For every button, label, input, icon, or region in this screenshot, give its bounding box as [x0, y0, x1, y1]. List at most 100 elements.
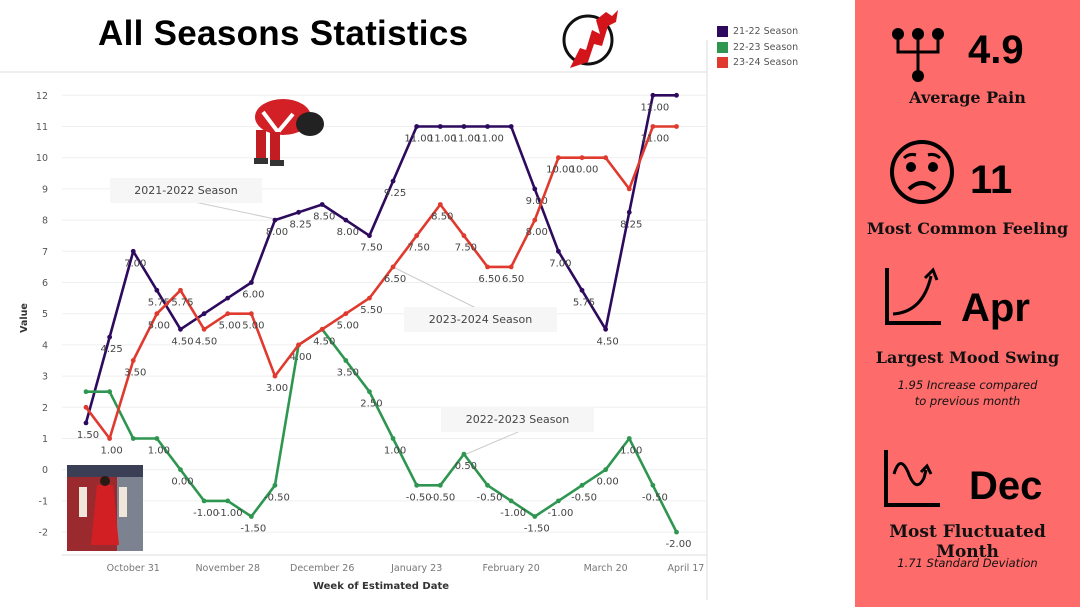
- legend-item[interactable]: 22-23 Season: [717, 40, 798, 56]
- annotation-leader-2324: [392, 266, 481, 311]
- data-label: 3.50: [124, 368, 146, 379]
- devils-logo: [562, 10, 618, 68]
- y-tick-label: 3: [42, 372, 48, 383]
- data-point: [390, 264, 396, 270]
- y-tick-label: 5: [42, 309, 48, 320]
- data-point: [343, 358, 349, 363]
- data-point: [437, 482, 443, 488]
- data-point: [178, 287, 183, 293]
- data-point: [508, 498, 514, 504]
- legend-item[interactable]: 21-22 Season: [717, 24, 798, 40]
- data-label: 7.00: [124, 258, 146, 269]
- data-label: 1.00: [148, 446, 170, 457]
- data-label: 5.50: [360, 305, 382, 316]
- legend-swatch: [717, 26, 728, 38]
- data-point: [107, 436, 113, 441]
- data-point: [603, 326, 609, 332]
- annotation-2023-2024: 2023-2024 Season: [404, 307, 557, 332]
- y-tick-label: 10: [36, 153, 48, 164]
- data-point: [107, 389, 113, 395]
- data-label: 2.50: [360, 399, 382, 410]
- x-tick-label: November 28: [195, 563, 260, 574]
- data-point: [390, 436, 396, 441]
- data-point: [508, 124, 514, 129]
- data-label: 4.50: [171, 336, 193, 347]
- feeling-label: Most Common Feeling: [866, 219, 1069, 238]
- data-label: -2.00: [666, 539, 692, 550]
- data-label: 11.00: [452, 134, 481, 145]
- data-label: 5.00: [148, 321, 170, 332]
- data-point: [390, 178, 396, 184]
- y-axis-title: Value: [19, 303, 30, 333]
- annotation-2022-2023: 2022-2023 Season: [441, 407, 594, 432]
- data-label: -0.50: [477, 492, 503, 503]
- data-point: [414, 482, 420, 488]
- y-tick-label: 9: [42, 184, 48, 195]
- data-label: 1.00: [384, 446, 406, 457]
- series-23-24-season: 1.003.505.005.754.505.00 5.003.005.005.50…: [83, 124, 679, 457]
- data-label: -1.50: [524, 524, 550, 535]
- data-point: [130, 248, 136, 254]
- data-point: [461, 451, 467, 457]
- data-point: [603, 467, 609, 473]
- data-label: 5.75: [171, 297, 193, 308]
- fluct-sub: 1.71 Standard Deviation: [897, 556, 1038, 570]
- data-label: 4.00: [289, 352, 311, 363]
- data-point: [296, 342, 301, 348]
- worried-face-icon: [890, 140, 954, 204]
- data-point: [272, 482, 278, 488]
- y-tick-label: 2: [42, 403, 48, 414]
- celebration-photo: [67, 465, 143, 551]
- data-point: [178, 326, 183, 332]
- data-point: [485, 124, 490, 129]
- data-label: 5.00: [337, 321, 359, 332]
- data-label: -0.50: [429, 492, 455, 503]
- data-point: [272, 217, 278, 223]
- data-point: [437, 202, 443, 207]
- data-point: [674, 92, 679, 98]
- data-point: [130, 358, 136, 363]
- data-point: [225, 498, 231, 504]
- data-point: [461, 233, 467, 239]
- x-tick-label: February 20: [483, 563, 540, 574]
- data-label: 6.50: [384, 274, 406, 285]
- data-point: [178, 467, 183, 473]
- data-label: 8.25: [620, 219, 642, 230]
- data-point: [367, 295, 372, 301]
- mascot-image: [254, 99, 324, 166]
- data-label: 10.00: [570, 165, 599, 176]
- data-label: 11.00: [641, 134, 670, 145]
- data-point: [461, 124, 467, 129]
- data-label: 4.25: [100, 344, 122, 355]
- data-point: [367, 233, 372, 239]
- data-point: [556, 248, 561, 254]
- data-point: [154, 311, 160, 317]
- data-point: [532, 514, 538, 519]
- data-point: [248, 280, 254, 285]
- swing-value: Apr: [961, 286, 1030, 330]
- data-label: -0.50: [642, 492, 668, 503]
- data-point: [83, 404, 89, 410]
- legend-swatch: [717, 41, 728, 53]
- page-title: All Seasons Statistics: [98, 14, 469, 53]
- y-tick-label: 0: [42, 465, 48, 476]
- data-point: [367, 389, 372, 395]
- data-point: [83, 420, 89, 426]
- avg-pain-label: Average Pain: [909, 88, 1026, 107]
- data-label: 0.50: [455, 461, 477, 472]
- data-label: 1.00: [100, 446, 122, 457]
- x-axis-title: Week of Estimated Date: [313, 581, 449, 592]
- data-label: 8.00: [337, 227, 359, 238]
- swing-sub-1: 1.95 Increase compared: [897, 378, 1038, 392]
- data-label: 8.25: [289, 219, 311, 230]
- fluct-label: Most Fluctuated Month: [889, 522, 1046, 562]
- data-point: [225, 295, 231, 301]
- data-label: -0.50: [264, 492, 290, 503]
- data-label: 6.50: [502, 274, 524, 285]
- data-label: 5.00: [219, 321, 241, 332]
- legend-item[interactable]: 23-24 Season: [717, 55, 798, 71]
- data-point: [532, 217, 538, 223]
- data-label: 12.00: [641, 102, 670, 113]
- y-tick-label: 7: [42, 247, 48, 258]
